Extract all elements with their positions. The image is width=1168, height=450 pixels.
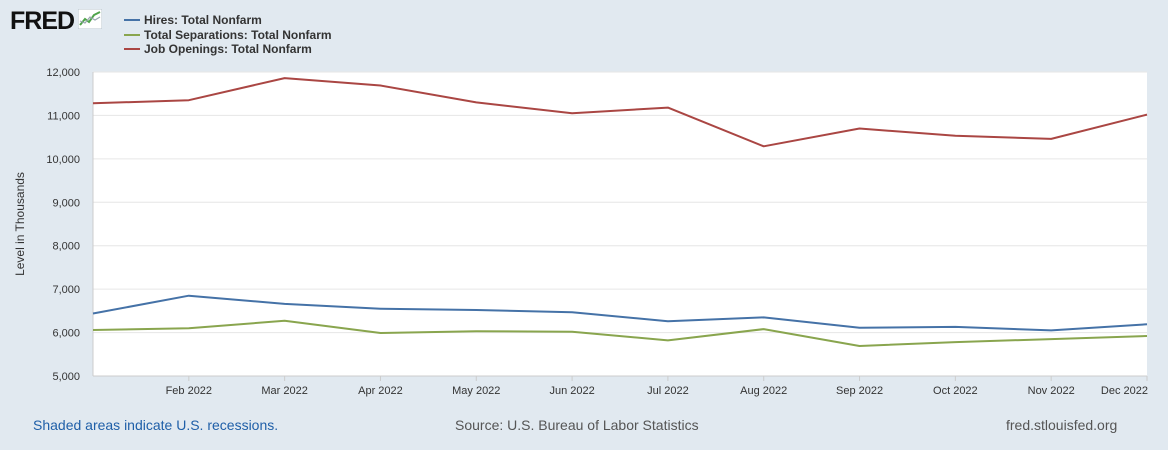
y-tick-label: 6,000 [52, 328, 80, 340]
axes [92, 72, 1147, 377]
x-tick-label: Dec 2022 [1101, 385, 1148, 397]
y-tick-label: 5,000 [52, 371, 80, 383]
x-tick-label: Feb 2022 [166, 385, 212, 397]
x-tick-label: Apr 2022 [358, 385, 403, 397]
legend-item[interactable]: Hires: Total Nonfarm [124, 13, 332, 28]
y-tick-label: 7,000 [52, 284, 80, 296]
series-line-1[interactable] [92, 319, 1148, 347]
x-tick-label: Jul 2022 [647, 385, 689, 397]
recession-note-link[interactable]: Shaded areas indicate U.S. recessions. [33, 417, 279, 433]
x-tick-label: Jun 2022 [549, 385, 594, 397]
legend-item[interactable]: Job Openings: Total Nonfarm [124, 42, 332, 57]
legend-label: Hires: Total Nonfarm [144, 13, 262, 28]
x-tick-label: Oct 2022 [933, 385, 978, 397]
legend-item[interactable]: Total Separations: Total Nonfarm [124, 28, 332, 43]
x-tick-label: Nov 2022 [1028, 385, 1075, 397]
site-link[interactable]: fred.stlouisfed.org [1006, 417, 1118, 433]
legend-swatch [124, 33, 140, 36]
chart-legend: Hires: Total Nonfarm Total Separations: T… [124, 13, 332, 57]
y-axis-label: Level in Thousands [13, 172, 27, 276]
y-tick-label: 12,000 [46, 67, 80, 79]
legend-swatch [124, 19, 140, 22]
plot-area [93, 72, 1147, 376]
series-lines [92, 77, 1148, 347]
series-line-2[interactable] [92, 77, 1148, 148]
y-tick-label: 8,000 [52, 241, 80, 253]
source-text: Source: U.S. Bureau of Labor Statistics [455, 417, 699, 433]
x-tick-labels: Feb 2022 Mar 2022 Apr 2022 May 2022 Jun 2022… [166, 376, 1148, 397]
y-tick-label: 9,000 [52, 197, 80, 209]
logo-text: FRED [10, 7, 75, 35]
x-tick-label: May 2022 [452, 385, 500, 397]
y-tick-label: 11,000 [47, 110, 80, 122]
legend-label: Total Separations: Total Nonfarm [144, 27, 332, 42]
y-tick-labels: 5,000 6,000 7,000 8,000 9,000 10,000 11,000 12,… [46, 67, 80, 383]
x-tick-label: Mar 2022 [261, 385, 307, 397]
line-chart: 5,000 6,000 7,000 8,000 9,000 10,000 11,000 12,… [13, 67, 1148, 397]
x-tick-label: Aug 2022 [740, 385, 787, 397]
x-tick-label: Sep 2022 [836, 385, 883, 397]
y-tick-label: 10,000 [46, 154, 80, 166]
legend-swatch [124, 48, 140, 51]
series-line-0[interactable] [92, 294, 1148, 332]
grid-lines [93, 71, 1147, 377]
legend-label: Job Openings: Total Nonfarm [144, 42, 312, 57]
